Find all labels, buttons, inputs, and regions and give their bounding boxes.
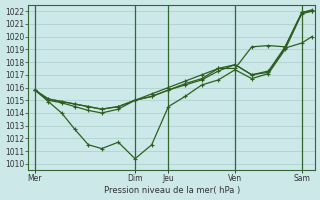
X-axis label: Pression niveau de la mer( hPa ): Pression niveau de la mer( hPa ) [104,186,240,195]
